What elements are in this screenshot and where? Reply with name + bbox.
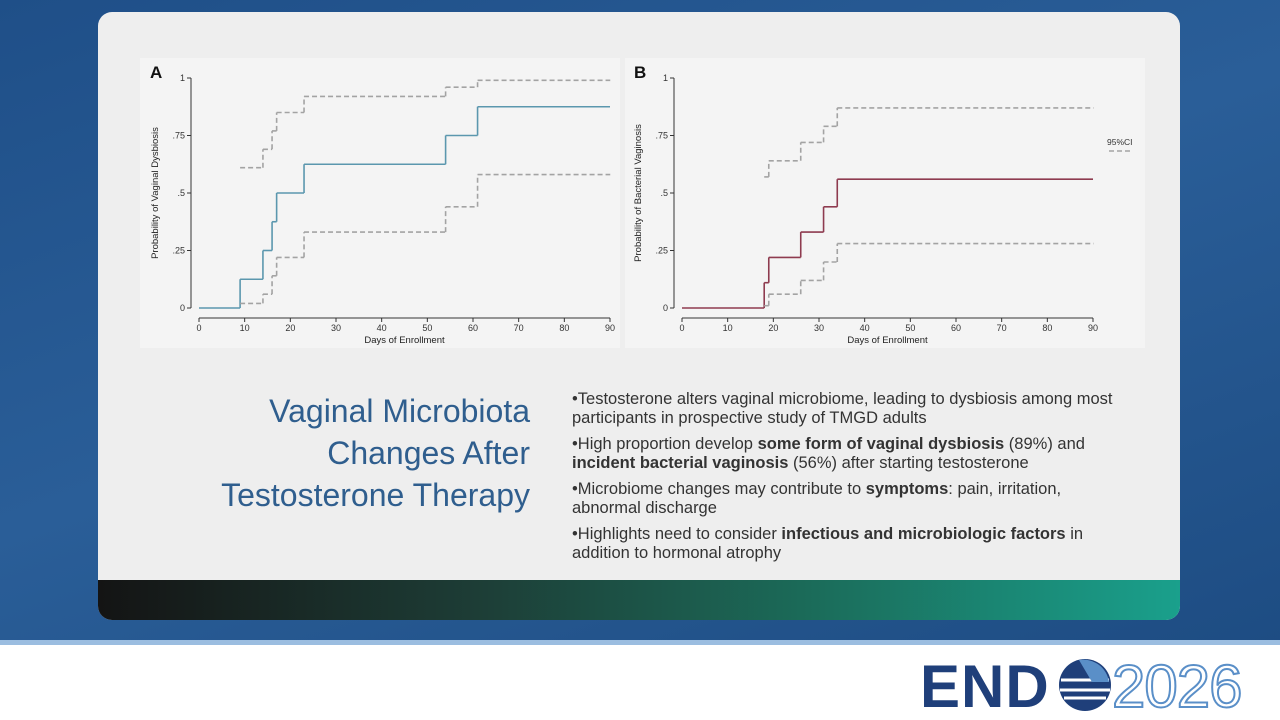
bullet-text: (89%) and <box>1004 435 1085 453</box>
bullet-bold-text: symptoms <box>865 480 949 498</box>
bullet: •High proportion develop some form of va… <box>572 435 1124 473</box>
x-tick-label: 50 <box>905 323 915 333</box>
x-axis-title: Days of Enrollment <box>364 335 445 346</box>
bullet-list: •Testosterone alters vaginal microbiome,… <box>572 390 1124 570</box>
bullet-text: •Highlights need to consider <box>572 525 782 543</box>
x-tick-label: 90 <box>605 323 615 333</box>
y-tick-label: 1 <box>663 73 668 83</box>
chart-bg <box>625 58 1145 348</box>
title-line: Vaginal Microbiota <box>269 393 530 429</box>
bullet-text: •Testosterone alters vaginal microbiome,… <box>572 390 1113 427</box>
bullet: •Highlights need to consider infectious … <box>572 525 1124 563</box>
logo-text: END <box>920 653 1050 720</box>
x-tick-label: 70 <box>514 323 524 333</box>
bullet-bold-text: infectious and microbiologic factors <box>781 525 1066 543</box>
bullet-bold-text: some form of vaginal dysbiosis <box>757 435 1005 453</box>
x-tick-label: 30 <box>814 323 824 333</box>
panel-label: A <box>150 63 162 82</box>
logo-year: 2026 <box>1111 652 1243 720</box>
bullet-text: •High proportion develop <box>572 435 758 453</box>
x-tick-label: 10 <box>723 323 733 333</box>
y-tick-label: .75 <box>172 131 185 141</box>
x-tick-label: 0 <box>679 323 684 333</box>
bullet-bold-text: incident bacterial vaginosis <box>572 454 789 472</box>
slide-title: Vaginal Microbiota Changes After Testoster… <box>221 390 530 516</box>
x-tick-label: 60 <box>468 323 478 333</box>
x-tick-label: 80 <box>1042 323 1052 333</box>
bullet-text: •Microbiome changes may contribute to <box>572 480 866 498</box>
y-tick-label: .75 <box>655 131 668 141</box>
y-axis-title: Probability of Bacterial Vaginosis <box>633 124 644 262</box>
y-tick-label: .25 <box>655 246 668 256</box>
title-line: Changes After <box>327 435 530 471</box>
x-tick-label: 40 <box>377 323 387 333</box>
x-tick-label: 20 <box>768 323 778 333</box>
x-tick-label: 30 <box>331 323 341 333</box>
bullet-text: (56%) after starting testosterone <box>788 454 1029 472</box>
bullet-text: : pain, irritation, abnormal discharge <box>572 480 1062 517</box>
y-tick-label: .5 <box>660 188 668 198</box>
bullet: •Microbiome changes may contribute to sy… <box>572 480 1124 518</box>
y-tick-label: .5 <box>177 188 185 198</box>
chart-bg <box>140 58 620 348</box>
y-axis-title: Probability of Vaginal Dysbiosis <box>150 127 161 259</box>
bullet-text: in addition to hormonal atrophy <box>572 525 1084 562</box>
legend-label: 95%CI <box>1107 137 1133 147</box>
bullet: •Testosterone alters vaginal microbiome,… <box>572 390 1124 428</box>
x-tick-label: 10 <box>240 323 250 333</box>
x-tick-label: 20 <box>285 323 295 333</box>
x-axis-title: Days of Enrollment <box>847 335 928 346</box>
x-tick-label: 0 <box>196 323 201 333</box>
x-tick-label: 40 <box>860 323 870 333</box>
logo-globe <box>1059 659 1111 711</box>
y-tick-label: 0 <box>180 303 185 313</box>
panel-label: B <box>634 63 646 82</box>
x-tick-label: 50 <box>422 323 432 333</box>
y-tick-label: 0 <box>663 303 668 313</box>
y-tick-label: .25 <box>172 246 185 256</box>
x-tick-label: 90 <box>1088 323 1098 333</box>
y-tick-label: 1 <box>180 73 185 83</box>
x-tick-label: 60 <box>951 323 961 333</box>
color-band <box>98 580 1180 620</box>
x-tick-label: 70 <box>997 323 1007 333</box>
title-line: Testosterone Therapy <box>221 477 530 513</box>
x-tick-label: 80 <box>559 323 569 333</box>
